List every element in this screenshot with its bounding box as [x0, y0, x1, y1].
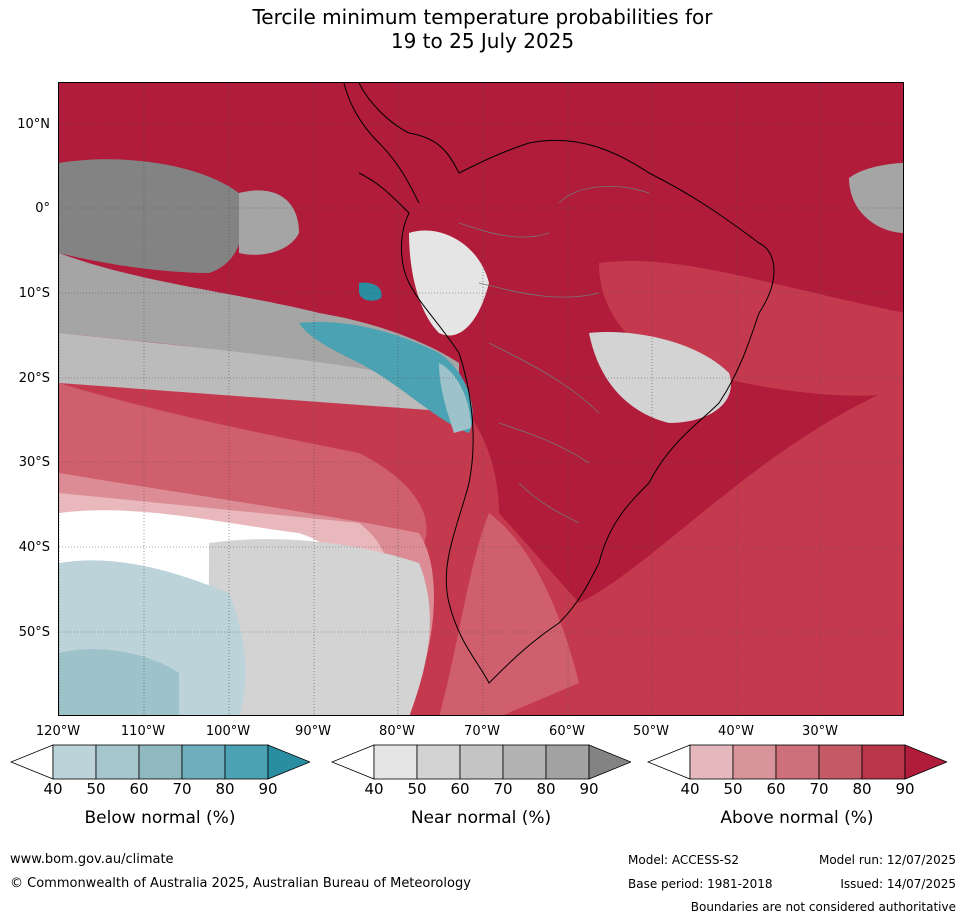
region-below-80-peru — [299, 322, 473, 433]
region-near-60-south — [199, 539, 430, 715]
colorbar-segment — [52, 744, 97, 780]
lat-label-20s: 20°S — [18, 371, 50, 386]
colorbar-segment — [502, 744, 547, 780]
legend-below-normal: 40 50 60 70 80 90 Below normal (%) — [10, 744, 310, 828]
colorbar-segment — [545, 744, 590, 780]
colorbar-segment — [861, 744, 906, 780]
colorbar-near-normal — [331, 744, 631, 780]
lat-label-50s: 50°S — [18, 625, 50, 640]
colorbar-segment — [459, 744, 504, 780]
model-name: Model: ACCESS-S2 — [628, 853, 740, 867]
colorbar-high-extension — [588, 744, 631, 780]
legend-tick: 60 — [129, 780, 149, 798]
colorbar-segment — [95, 744, 140, 780]
legend-tick: 40 — [680, 780, 700, 798]
issued-date: Issued: 14/07/2025 — [840, 877, 956, 891]
legend-title-above: Above normal (%) — [720, 808, 874, 828]
lon-label-60w: 60°W — [549, 724, 585, 739]
lat-label-0: 0° — [35, 201, 50, 216]
region-near-brazil — [589, 332, 731, 423]
colorbar-high-extension — [904, 744, 947, 780]
legend-tick: 50 — [407, 780, 427, 798]
region-near-80-northwest — [239, 190, 299, 255]
legend-ticks-above: 40 50 60 70 80 90 — [647, 780, 947, 800]
legend-near-normal: 40 50 60 70 80 90 Near normal (%) — [331, 744, 631, 828]
colorbar-above-normal — [647, 744, 947, 780]
probability-map — [58, 82, 904, 716]
region-near-90-west — [59, 159, 243, 273]
colorbar-segment — [689, 744, 734, 780]
coastline-central-america — [343, 83, 420, 204]
region-near-east-atlantic — [849, 163, 903, 233]
colorbar-low-extension — [10, 744, 54, 780]
legend-tick: 40 — [43, 780, 63, 798]
legend-tick: 40 — [364, 780, 384, 798]
base-period: Base period: 1981-2018 — [628, 877, 773, 891]
legend-tick: 60 — [450, 780, 470, 798]
lat-label-10s: 10°S — [18, 286, 50, 301]
colorbar-segment — [775, 744, 820, 780]
lon-label-90w: 90°W — [295, 724, 331, 739]
legend-tick: 90 — [258, 780, 278, 798]
lat-label-40s: 40°S — [18, 540, 50, 555]
graticule — [59, 83, 903, 715]
region-below-60-southwest — [59, 649, 179, 715]
country-borders — [458, 186, 650, 524]
legend-title-below: Below normal (%) — [84, 808, 236, 828]
colorbar-segment — [416, 744, 461, 780]
legend-ticks-below: 40 50 60 70 80 90 — [10, 780, 310, 800]
region-below-90-equatorial — [359, 282, 382, 301]
title-line-1: Tercile minimum temperature probabilitie… — [252, 5, 713, 29]
colorbar-segment — [181, 744, 226, 780]
legend-tick: 70 — [172, 780, 192, 798]
lon-label-120w: 120°W — [35, 724, 81, 739]
lon-label-40w: 40°W — [718, 724, 754, 739]
colorbar-high-extension — [267, 744, 310, 780]
legend-tick: 70 — [809, 780, 829, 798]
colorbar-low-extension — [647, 744, 691, 780]
legend-tick: 80 — [536, 780, 556, 798]
legend-tick: 80 — [852, 780, 872, 798]
model-run-date: Model run: 12/07/2025 — [818, 853, 956, 867]
colorbar-below-normal — [10, 744, 310, 780]
map-canvas — [59, 83, 903, 715]
lon-label-50w: 50°W — [633, 724, 669, 739]
region-above-70-south — [439, 513, 579, 715]
lon-label-30w: 30°W — [802, 724, 838, 739]
region-below-60-peru — [439, 363, 471, 433]
region-near-70-band — [59, 333, 469, 413]
colorbar-segment — [732, 744, 777, 780]
lon-label-100w: 100°W — [205, 724, 251, 739]
lon-label-80w: 80°W — [379, 724, 415, 739]
colorbar-segment — [373, 744, 418, 780]
legend-tick: 50 — [723, 780, 743, 798]
lat-label-30s: 30°S — [18, 455, 50, 470]
region-near-andes — [409, 230, 489, 336]
colorbar-segment — [818, 744, 863, 780]
chart-title: Tercile minimum temperature probabilitie… — [0, 5, 965, 53]
lon-label-110w: 110°W — [120, 724, 166, 739]
legend-tick: 60 — [766, 780, 786, 798]
lat-label-10n: 10°N — [17, 117, 50, 132]
coastline-south-america — [358, 83, 775, 684]
legend-tick: 90 — [895, 780, 915, 798]
legend-tick: 50 — [86, 780, 106, 798]
colorbar-segment — [224, 744, 269, 780]
legend-title-near: Near normal (%) — [410, 808, 552, 828]
lon-label-70w: 70°W — [464, 724, 500, 739]
legend-above-normal: 40 50 60 70 80 90 Above normal (%) — [647, 744, 947, 828]
legend-ticks-near: 40 50 60 70 80 90 — [331, 780, 631, 800]
boundaries-disclaimer: Boundaries are not considered authoritat… — [690, 900, 956, 914]
colorbar-low-extension — [331, 744, 375, 780]
title-line-2: 19 to 25 July 2025 — [390, 29, 575, 53]
website-link[interactable]: www.bom.gov.au/climate — [10, 852, 174, 867]
legend-tick: 70 — [493, 780, 513, 798]
colorbar-segment — [138, 744, 183, 780]
legend-tick: 90 — [579, 780, 599, 798]
copyright-text: © Commonwealth of Australia 2025, Austra… — [10, 876, 471, 891]
legend-tick: 80 — [215, 780, 235, 798]
